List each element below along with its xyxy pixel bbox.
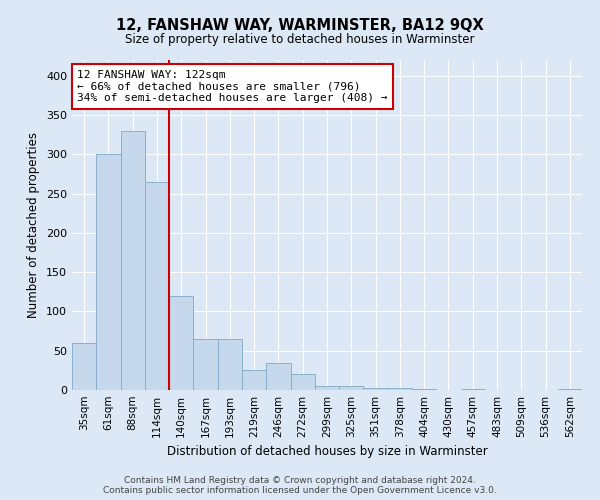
Bar (96, 154, 121, 390)
Text: Contains HM Land Registry data © Crown copyright and database right 2024.
Contai: Contains HM Land Registry data © Crown c… (103, 476, 497, 495)
Bar (558, 389, 582, 390)
X-axis label: Distribution of detached houses by size in Warminster: Distribution of detached houses by size … (167, 446, 487, 458)
Bar (145, 182, 169, 390)
Bar (290, 374, 315, 390)
Bar (388, 388, 412, 390)
Text: 12, FANSHAW WAY, WARMINSTER, BA12 9QX: 12, FANSHAW WAY, WARMINSTER, BA12 9QX (116, 18, 484, 32)
Bar (218, 339, 242, 390)
Text: 12 FANSHAW WAY: 122sqm
← 66% of detached houses are smaller (796)
34% of semi-de: 12 FANSHAW WAY: 122sqm ← 66% of detached… (77, 70, 388, 103)
Bar (121, 130, 145, 390)
Bar (169, 296, 193, 390)
Y-axis label: Number of detached properties: Number of detached properties (28, 132, 40, 318)
Text: Size of property relative to detached houses in Warminster: Size of property relative to detached ho… (125, 32, 475, 46)
Bar (315, 386, 339, 390)
Bar (72, 343, 96, 390)
Bar (461, 389, 485, 390)
Bar (266, 362, 290, 390)
Bar (242, 370, 266, 390)
Bar (339, 386, 364, 390)
Bar (412, 389, 436, 390)
Bar (364, 388, 388, 390)
Bar (193, 339, 218, 390)
